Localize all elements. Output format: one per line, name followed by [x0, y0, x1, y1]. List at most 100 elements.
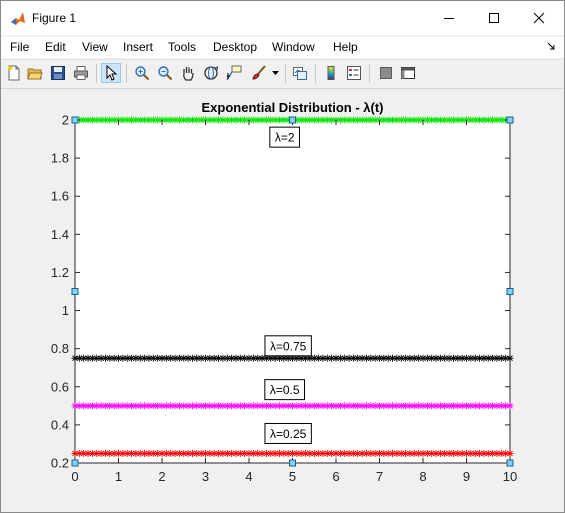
series-marker: [489, 449, 497, 457]
lambda-annotation[interactable]: λ=0.75: [264, 335, 312, 357]
annotation-box: [264, 422, 312, 444]
series-marker: [275, 354, 283, 362]
axes-background[interactable]: [74, 119, 511, 464]
series-line[interactable]: [71, 449, 514, 457]
data-cursor-button[interactable]: [224, 63, 244, 83]
brush-dropdown-button[interactable]: [269, 63, 281, 83]
series-marker: [354, 402, 362, 410]
menu-edit[interactable]: Edit: [45, 40, 66, 54]
legend-button[interactable]: [344, 63, 364, 83]
new-figure-button[interactable]: [4, 63, 24, 83]
selection-handle[interactable]: [506, 288, 514, 295]
print-icon: [74, 66, 88, 80]
y-tick-label: 1.4: [51, 227, 69, 242]
series-marker: [128, 402, 136, 410]
pan-button[interactable]: [178, 63, 198, 83]
hide-plot-tools-button[interactable]: [376, 63, 396, 83]
series-marker: [323, 116, 331, 124]
y-tick-label: 0.8: [51, 341, 69, 356]
selection-handle[interactable]: [71, 116, 79, 124]
close-button[interactable]: [516, 1, 562, 35]
series-marker: [175, 116, 183, 124]
series-marker: [389, 354, 397, 362]
series-marker: [423, 116, 431, 124]
selection-handle[interactable]: [71, 288, 79, 295]
figure-canvas[interactable]: 0 1 2 3 4 5 6 7 8 9 10 0.2 0.4 0.6 0.8 1 1.2 1.4 1.6 1.8 2 λ…: [1, 89, 564, 512]
series-marker: [319, 116, 327, 124]
series-marker: [341, 402, 349, 410]
brush-button[interactable]: [249, 63, 269, 83]
series-marker: [262, 402, 270, 410]
x-tick-label: 6: [332, 469, 339, 484]
y-tick-label: 1: [62, 303, 69, 318]
pointer-button[interactable]: [101, 63, 121, 83]
menu-insert[interactable]: Insert: [123, 40, 154, 54]
link-plot-button[interactable]: [290, 63, 310, 83]
y-tick-label: 1.8: [51, 151, 69, 166]
open-file-button[interactable]: [25, 63, 45, 83]
show-plot-tools-button[interactable]: [398, 63, 418, 83]
menu-file[interactable]: File: [10, 40, 30, 54]
series-marker: [471, 449, 479, 457]
menu-desktop[interactable]: Desktop: [213, 40, 258, 54]
selection-handle[interactable]: [71, 459, 79, 467]
zoom-in-button[interactable]: [132, 63, 152, 83]
series-marker: [506, 354, 514, 362]
annotation-box: [264, 379, 306, 401]
series-marker: [445, 402, 453, 410]
new-figure-icon: [8, 65, 20, 81]
y-tick-label: 0.6: [51, 379, 69, 394]
menu-help[interactable]: Help: [333, 40, 358, 54]
series-marker: [480, 449, 488, 457]
print-button[interactable]: [71, 63, 91, 83]
series-marker: [71, 354, 79, 362]
selection-handle[interactable]: [289, 459, 296, 467]
selection-handle[interactable]: [506, 459, 514, 467]
series-marker: [467, 116, 475, 124]
menu-window[interactable]: Window: [272, 40, 315, 54]
series-marker: [80, 354, 88, 362]
lambda-annotation[interactable]: λ=0.5: [264, 379, 306, 401]
colorbar-button[interactable]: [321, 63, 341, 83]
series-marker: [345, 402, 353, 410]
figure-toolbar: [1, 59, 564, 89]
title-bar[interactable]: Figure 1: [1, 1, 564, 35]
series-marker: [476, 354, 484, 362]
rotate-3d-button[interactable]: [201, 63, 221, 83]
menu-tools[interactable]: Tools: [168, 40, 197, 54]
series-marker: [241, 354, 249, 362]
zoom-out-button[interactable]: [155, 63, 175, 83]
minimize-button[interactable]: [426, 1, 472, 35]
series-marker: [141, 116, 149, 124]
series-marker: [93, 116, 101, 124]
series-marker: [275, 449, 283, 457]
toolbar-separator: [369, 64, 370, 83]
series-marker: [188, 402, 196, 410]
save-button[interactable]: [48, 63, 68, 83]
series-line[interactable]: [71, 354, 514, 362]
brush-icon: [252, 65, 266, 80]
lambda-annotation[interactable]: λ=2: [269, 126, 301, 148]
series-marker: [415, 354, 423, 362]
annotation-text: λ=2: [275, 131, 295, 145]
series-marker: [506, 402, 514, 410]
menu-bar: File Edit View Insert Tools Desktop Wind…: [1, 37, 564, 58]
link-plot-icon: [293, 67, 307, 80]
selection-handle[interactable]: [289, 116, 296, 124]
zoom-in-icon: [135, 66, 150, 81]
selection-handle[interactable]: [506, 116, 514, 124]
series-marker: [284, 354, 292, 362]
maximize-button[interactable]: [471, 1, 517, 35]
series-marker: [454, 354, 462, 362]
series-marker: [249, 449, 257, 457]
series-marker: [267, 116, 275, 124]
series-marker: [280, 402, 288, 410]
maximize-icon: [489, 13, 499, 23]
series-marker: [262, 116, 270, 124]
dock-arrow-icon[interactable]: [547, 42, 556, 51]
series-marker: [71, 402, 79, 410]
lambda-annotation[interactable]: λ=0.25: [264, 422, 312, 444]
menu-view[interactable]: View: [82, 40, 108, 54]
series-marker: [345, 449, 353, 457]
series-line[interactable]: [71, 402, 514, 410]
